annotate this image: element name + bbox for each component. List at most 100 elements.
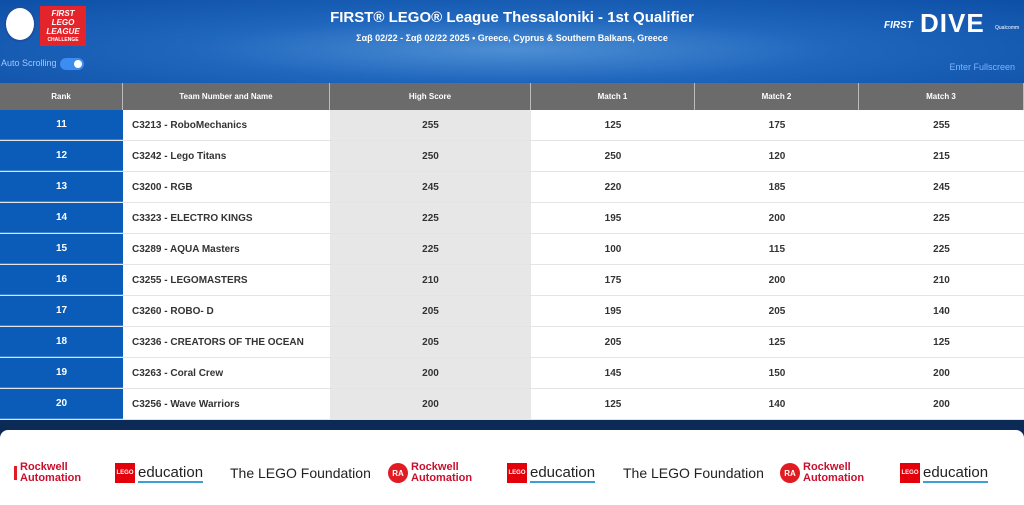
rockwell-text: Rockwell Automation <box>20 462 81 484</box>
qualcomm-logo: Qualcomm <box>995 25 1020 31</box>
rank: 20 <box>0 389 123 419</box>
match-score: 245 <box>933 181 950 193</box>
logo-text: FIRST <box>51 9 75 18</box>
match-score: 125 <box>933 336 950 348</box>
match-score: 145 <box>604 367 622 379</box>
rank: 19 <box>0 358 123 388</box>
rank: 16 <box>0 265 123 295</box>
team-name: C3213 - RoboMechanics <box>132 119 248 131</box>
auto-scroll-label: Auto Scrolling <box>1 58 57 68</box>
auto-scroll-toggle[interactable] <box>60 58 84 70</box>
ra-badge: RA <box>388 463 408 483</box>
match-score: 120 <box>768 150 786 162</box>
team-row: 20 C3256 - Wave Warriors 200 125 140 200 <box>0 389 1024 420</box>
rank: 13 <box>0 172 123 202</box>
team-row: 11 C3213 - RoboMechanics 255 125 175 255 <box>0 110 1024 141</box>
match-score: 205 <box>768 305 786 317</box>
team-name: C3255 - LEGOMASTERS <box>132 274 248 286</box>
match-score: 200 <box>933 367 950 379</box>
logo-text: LEAGUE <box>46 27 80 36</box>
rank: 18 <box>0 327 123 357</box>
match-score: 140 <box>933 305 950 317</box>
sponsor-logo: The LEGO Foundation <box>623 462 764 484</box>
match-score: 210 <box>933 274 950 286</box>
logo-text: CHALLENGE <box>47 37 79 43</box>
ra-badge <box>14 466 17 480</box>
high-score: 225 <box>330 234 531 264</box>
team-row: 15 C3289 - AQUA Masters 225 100 115 225 <box>0 234 1024 265</box>
team-name: C3289 - AQUA Masters <box>132 243 240 255</box>
lego-badge: LEGO <box>507 463 527 483</box>
match-score: 255 <box>933 119 950 131</box>
team-name: C3263 - Coral Crew <box>132 367 224 379</box>
event-subtitle: Σαβ 02/22 - Σαβ 02/22 2025 • Greece, Cyp… <box>356 33 668 43</box>
rank: 15 <box>0 234 123 264</box>
column-header: Match 3 <box>859 83 1024 110</box>
header: FIRST LEGO LEAGUE CHALLENGE FIRST® LEGO®… <box>0 0 1024 83</box>
high-score: 200 <box>330 358 531 388</box>
fullscreen-button[interactable]: Enter Fullscreen <box>949 62 1015 72</box>
match-score: 200 <box>933 398 950 410</box>
rockwell-line: Rockwell <box>20 461 68 473</box>
match-score: 125 <box>768 336 786 348</box>
rockwell-line: Automation <box>411 472 473 484</box>
high-score: 245 <box>330 172 531 202</box>
education-text: education <box>923 463 989 483</box>
high-score: 200 <box>330 389 531 419</box>
match-score: 200 <box>768 274 786 286</box>
match-score: 175 <box>768 119 786 131</box>
match-score: 125 <box>604 119 622 131</box>
season-logo <box>4 6 36 42</box>
first-logo: FIRST <box>884 20 913 31</box>
team-row: 12 C3242 - Lego Titans 250 250 120 215 <box>0 141 1024 172</box>
education-text: education <box>138 463 204 483</box>
column-header: Match 1 <box>531 83 695 110</box>
match-score: 225 <box>933 243 950 255</box>
sponsor-logo: RA Rockwell Automation <box>780 462 864 484</box>
high-score: 205 <box>330 327 531 357</box>
match-score: 115 <box>768 243 786 255</box>
match-score: 250 <box>604 150 622 162</box>
foundation-text: The LEGO Foundation <box>230 465 371 481</box>
team-name: C3323 - ELECTRO KINGS <box>132 212 253 224</box>
rockwell-line: Rockwell <box>411 461 459 473</box>
match-score: 185 <box>768 181 786 193</box>
sponsor-logo: The LEGO Foundation <box>230 462 371 484</box>
match-score: 140 <box>768 398 786 410</box>
high-score: 250 <box>330 141 531 171</box>
header-row: Rank Team Number and Name High Score Match … <box>0 83 1024 110</box>
event-title: FIRST® LEGO® League Thessaloniki - 1st Q… <box>330 9 694 26</box>
match-score: 195 <box>604 305 622 317</box>
team-name: C3256 - Wave Warriors <box>132 398 240 410</box>
lego-badge: LEGO <box>115 463 135 483</box>
sponsor-logo: RA Rockwell Automation <box>388 462 472 484</box>
team-row: 13 C3200 - RGB 245 220 185 245 <box>0 172 1024 203</box>
rockwell-line: Rockwell <box>803 461 851 473</box>
column-header: Team Number and Name <box>123 83 330 110</box>
match-score: 150 <box>768 367 786 379</box>
rank: 17 <box>0 296 123 326</box>
dive-logo: DIVE <box>920 8 985 38</box>
high-score: 255 <box>330 110 531 140</box>
lego-badge: LEGO <box>900 463 920 483</box>
rank: 12 <box>0 141 123 171</box>
column-header: Match 2 <box>695 83 859 110</box>
rank: 14 <box>0 203 123 233</box>
team-name: C3200 - RGB <box>132 181 193 193</box>
team-row: 18 C3236 - CREATORS OF THE OCEAN 205 205 125… <box>0 327 1024 358</box>
rockwell-text: Rockwell Automation <box>803 462 864 484</box>
team-name: C3242 - Lego Titans <box>132 150 227 162</box>
logo-text: LEGO <box>51 18 75 27</box>
team-row: 19 C3263 - Coral Crew 200 145 150 200 <box>0 358 1024 389</box>
rockwell-line: Automation <box>803 472 865 484</box>
fll-logo: FIRST LEGO LEAGUE CHALLENGE <box>40 6 86 46</box>
match-score: 205 <box>604 336 622 348</box>
match-score: 195 <box>604 212 622 224</box>
sponsor-logo: LEGO education <box>115 462 204 484</box>
match-score: 215 <box>933 150 950 162</box>
high-score: 210 <box>330 265 531 295</box>
team-row: 14 C3323 - ELECTRO KINGS 225 195 200 225 <box>0 203 1024 234</box>
team-name: C3260 - ROBO- D <box>132 305 214 317</box>
sponsor-logo: LEGO education <box>507 462 596 484</box>
